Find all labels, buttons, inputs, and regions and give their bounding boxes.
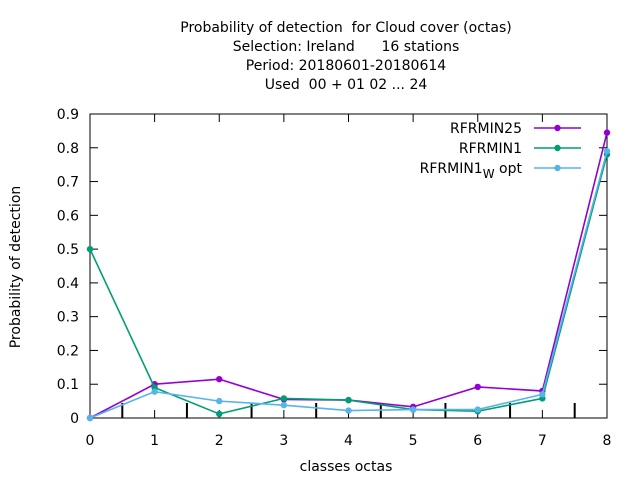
- y-tick-label: 0.9: [57, 107, 79, 123]
- y-tick-label: 0.7: [57, 175, 79, 191]
- data-point: [151, 388, 158, 395]
- data-point: [409, 406, 417, 413]
- data-point: [603, 129, 611, 136]
- x-tick-label: 0: [86, 433, 95, 449]
- data-point: [539, 391, 546, 398]
- legend-label: RFRMIN25: [450, 121, 522, 137]
- series-line: [89, 154, 608, 415]
- data-point: [345, 396, 352, 404]
- x-axis-label: classes octas: [300, 459, 393, 475]
- x-tick-label: 4: [344, 433, 353, 449]
- series-1: [86, 151, 611, 418]
- y-tick-label: 0.2: [57, 343, 79, 359]
- data-point: [345, 407, 352, 414]
- x-tick-label: 6: [473, 433, 482, 449]
- chart-title-line: Period: 20180601-20180614: [246, 58, 446, 74]
- legend-label-main: RFRMIN1: [420, 161, 483, 177]
- plot-axes: 0 0.1 0.2 0.3 0.4 0.5 0.6 0.7 0.8 0.9 0 1 2 3 4 5 6 7 8: [57, 107, 612, 449]
- x-tick-label: 5: [409, 433, 418, 449]
- series-0: [86, 129, 611, 422]
- x-tick-label: 2: [215, 433, 224, 449]
- legend-label-subscript: W: [483, 167, 495, 181]
- legend-marker: [554, 144, 561, 152]
- x-tick-label: 1: [150, 433, 159, 449]
- data-point: [86, 414, 94, 422]
- y-tick-label: 0: [70, 411, 79, 427]
- legend-label: RFRMIN1W opt: [420, 161, 523, 181]
- legend-label-suffix: opt: [495, 161, 523, 177]
- data-point: [603, 147, 611, 155]
- series-line: [89, 132, 608, 419]
- y-tick-label: 0.8: [57, 141, 79, 157]
- x-tick-label: 8: [603, 433, 612, 449]
- x-tick-label: 3: [279, 433, 288, 449]
- data-point: [474, 406, 481, 413]
- chart-title-line: Used 00 + 01 02 ... 24: [265, 77, 428, 93]
- plot-frame: [89, 113, 608, 419]
- series-group: [86, 129, 611, 422]
- y-axis-label: Probability of detection: [8, 186, 24, 349]
- x-tick-label: 7: [538, 433, 547, 449]
- legend-marker: [554, 164, 561, 172]
- legend-marker: [554, 124, 561, 132]
- y-tick-label: 0.6: [57, 208, 79, 224]
- legend-label: RFRMIN1: [459, 141, 522, 157]
- chart-title: Probability of detection for Cloud cover…: [180, 20, 511, 93]
- series-2: [86, 147, 611, 422]
- data-point: [474, 383, 481, 391]
- y-tick-label: 0.5: [57, 242, 79, 258]
- y-tick-label: 0.4: [57, 276, 79, 292]
- data-point: [216, 410, 223, 418]
- data-point: [86, 245, 94, 253]
- data-point: [280, 401, 288, 409]
- data-point: [216, 375, 223, 383]
- series-line: [89, 150, 608, 419]
- data-point: [216, 397, 223, 405]
- chart-title-line: Probability of detection for Cloud cover…: [180, 20, 511, 36]
- chart-title-line: Selection: Ireland 16 stations: [233, 39, 460, 55]
- y-tick-label: 0.3: [57, 310, 79, 326]
- data-point: [280, 395, 288, 402]
- y-tick-label: 0.1: [57, 377, 79, 393]
